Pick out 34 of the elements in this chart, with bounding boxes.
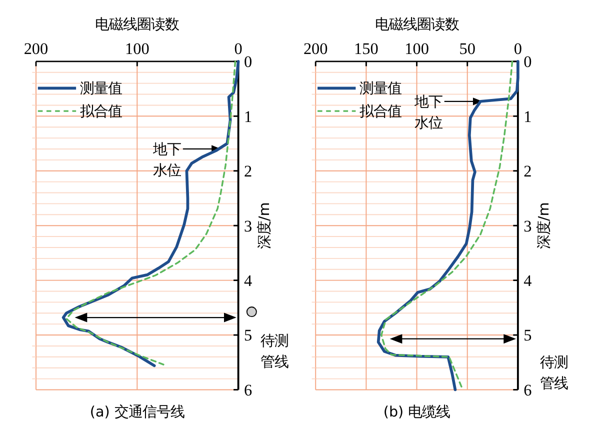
x-tick-label: 200 bbox=[303, 40, 328, 58]
x-axis-title: 电磁线圈读数 bbox=[95, 16, 180, 33]
y-tick-label: 0 bbox=[244, 53, 252, 72]
y-tick-label: 2 bbox=[244, 162, 252, 181]
y-tick-label: 3 bbox=[244, 217, 252, 236]
y-axis-title: 深度/m bbox=[536, 202, 552, 249]
y-axis-title: 深度/m bbox=[256, 202, 273, 249]
y-tick-label: 5 bbox=[244, 326, 252, 345]
legend-label: 测量值 bbox=[360, 81, 402, 98]
y-tick-label: 5 bbox=[524, 326, 532, 345]
y-tick-label: 2 bbox=[524, 162, 532, 181]
ref-line-label: 待测管线 bbox=[260, 333, 289, 370]
x-tick-label: 100 bbox=[404, 40, 429, 58]
x-tick-label: 200 bbox=[24, 40, 48, 58]
y-tick-label: 1 bbox=[524, 108, 532, 126]
x-tick-label: 50 bbox=[459, 40, 476, 58]
y-tick-label: 1 bbox=[244, 108, 252, 126]
y-tick-label: 0 bbox=[524, 53, 532, 72]
x-tick-label: 150 bbox=[354, 40, 378, 58]
y-tick-label: 3 bbox=[524, 217, 532, 236]
legend-label: 测量值 bbox=[80, 81, 122, 98]
annotation: 地下水位 bbox=[152, 142, 182, 179]
legend-label: 拟合值 bbox=[80, 104, 122, 120]
annotation: 地下水位 bbox=[413, 94, 442, 132]
legend-label: 拟合值 bbox=[360, 104, 402, 120]
x-tick-label: 100 bbox=[124, 40, 150, 58]
x-axis-title: 电磁线圈读数 bbox=[374, 16, 459, 33]
ref-line-label: 待测管线 bbox=[540, 354, 568, 392]
y-tick-label: 6 bbox=[244, 381, 252, 400]
text: (a) 交通信号线 bbox=[90, 404, 184, 420]
y-tick-label: 4 bbox=[524, 272, 532, 290]
text: (b) 电缆线 bbox=[383, 404, 450, 420]
y-tick-label: 4 bbox=[244, 272, 252, 290]
y-tick-label: 6 bbox=[524, 381, 532, 400]
